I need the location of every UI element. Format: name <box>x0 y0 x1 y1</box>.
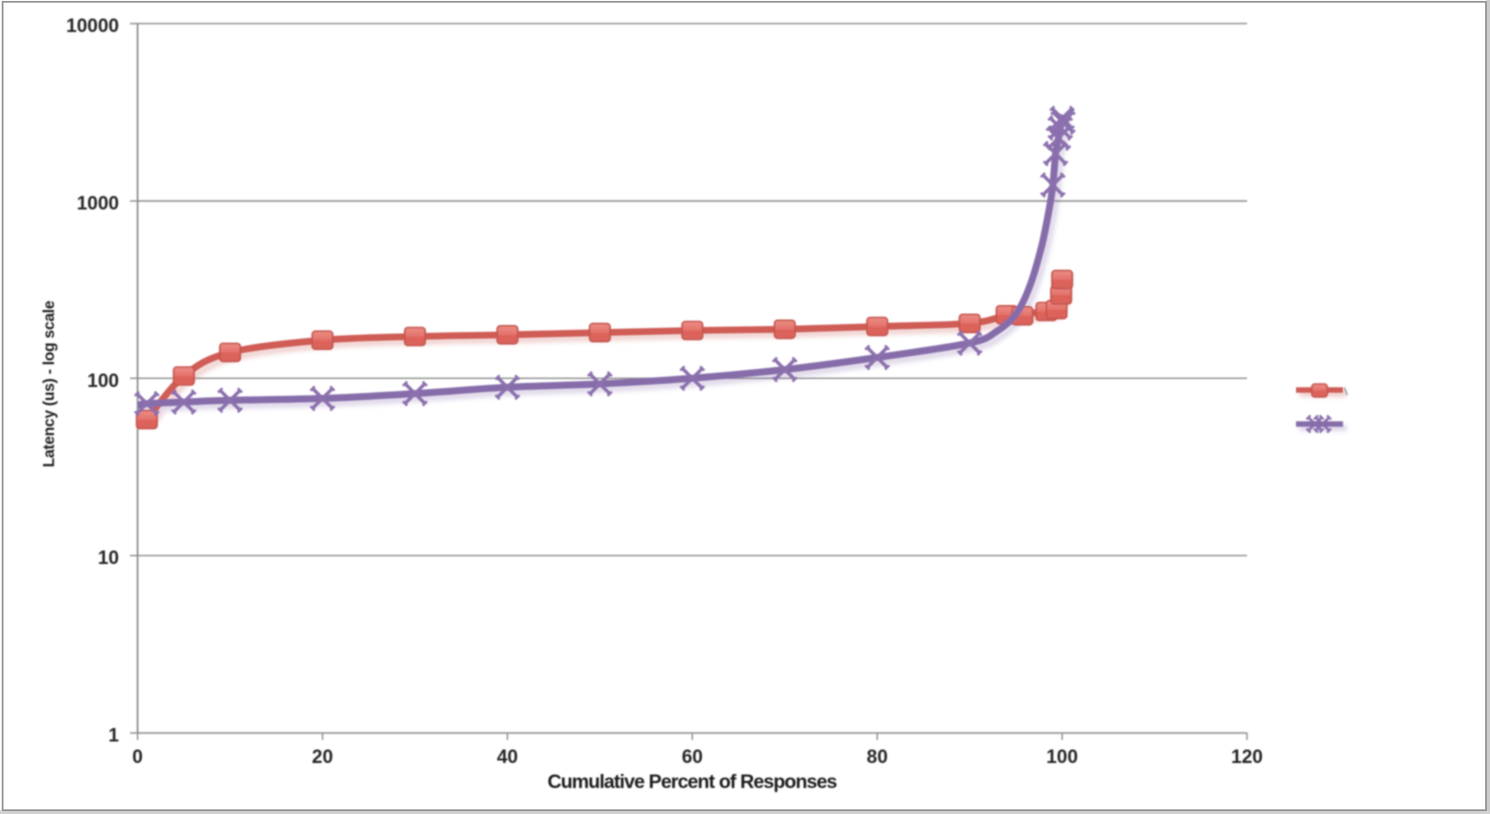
svg-text:40: 40 <box>497 747 518 768</box>
svg-text:60: 60 <box>682 747 703 768</box>
svg-text:100: 100 <box>87 371 119 392</box>
svg-text:100: 100 <box>1046 747 1078 768</box>
svg-text:10000: 10000 <box>66 16 119 37</box>
svg-text:Latency (us) - log scale: Latency (us) - log scale <box>41 300 58 467</box>
svg-text:20: 20 <box>312 747 333 768</box>
svg-text:Cumulative Percent of Response: Cumulative Percent of Responses <box>548 771 838 793</box>
svg-text:120: 120 <box>1231 747 1263 768</box>
svg-text:1000: 1000 <box>77 194 119 215</box>
svg-text:80: 80 <box>867 747 888 768</box>
svg-text:0: 0 <box>132 747 143 768</box>
svg-text:10: 10 <box>98 548 119 569</box>
svg-text:1: 1 <box>108 726 119 747</box>
